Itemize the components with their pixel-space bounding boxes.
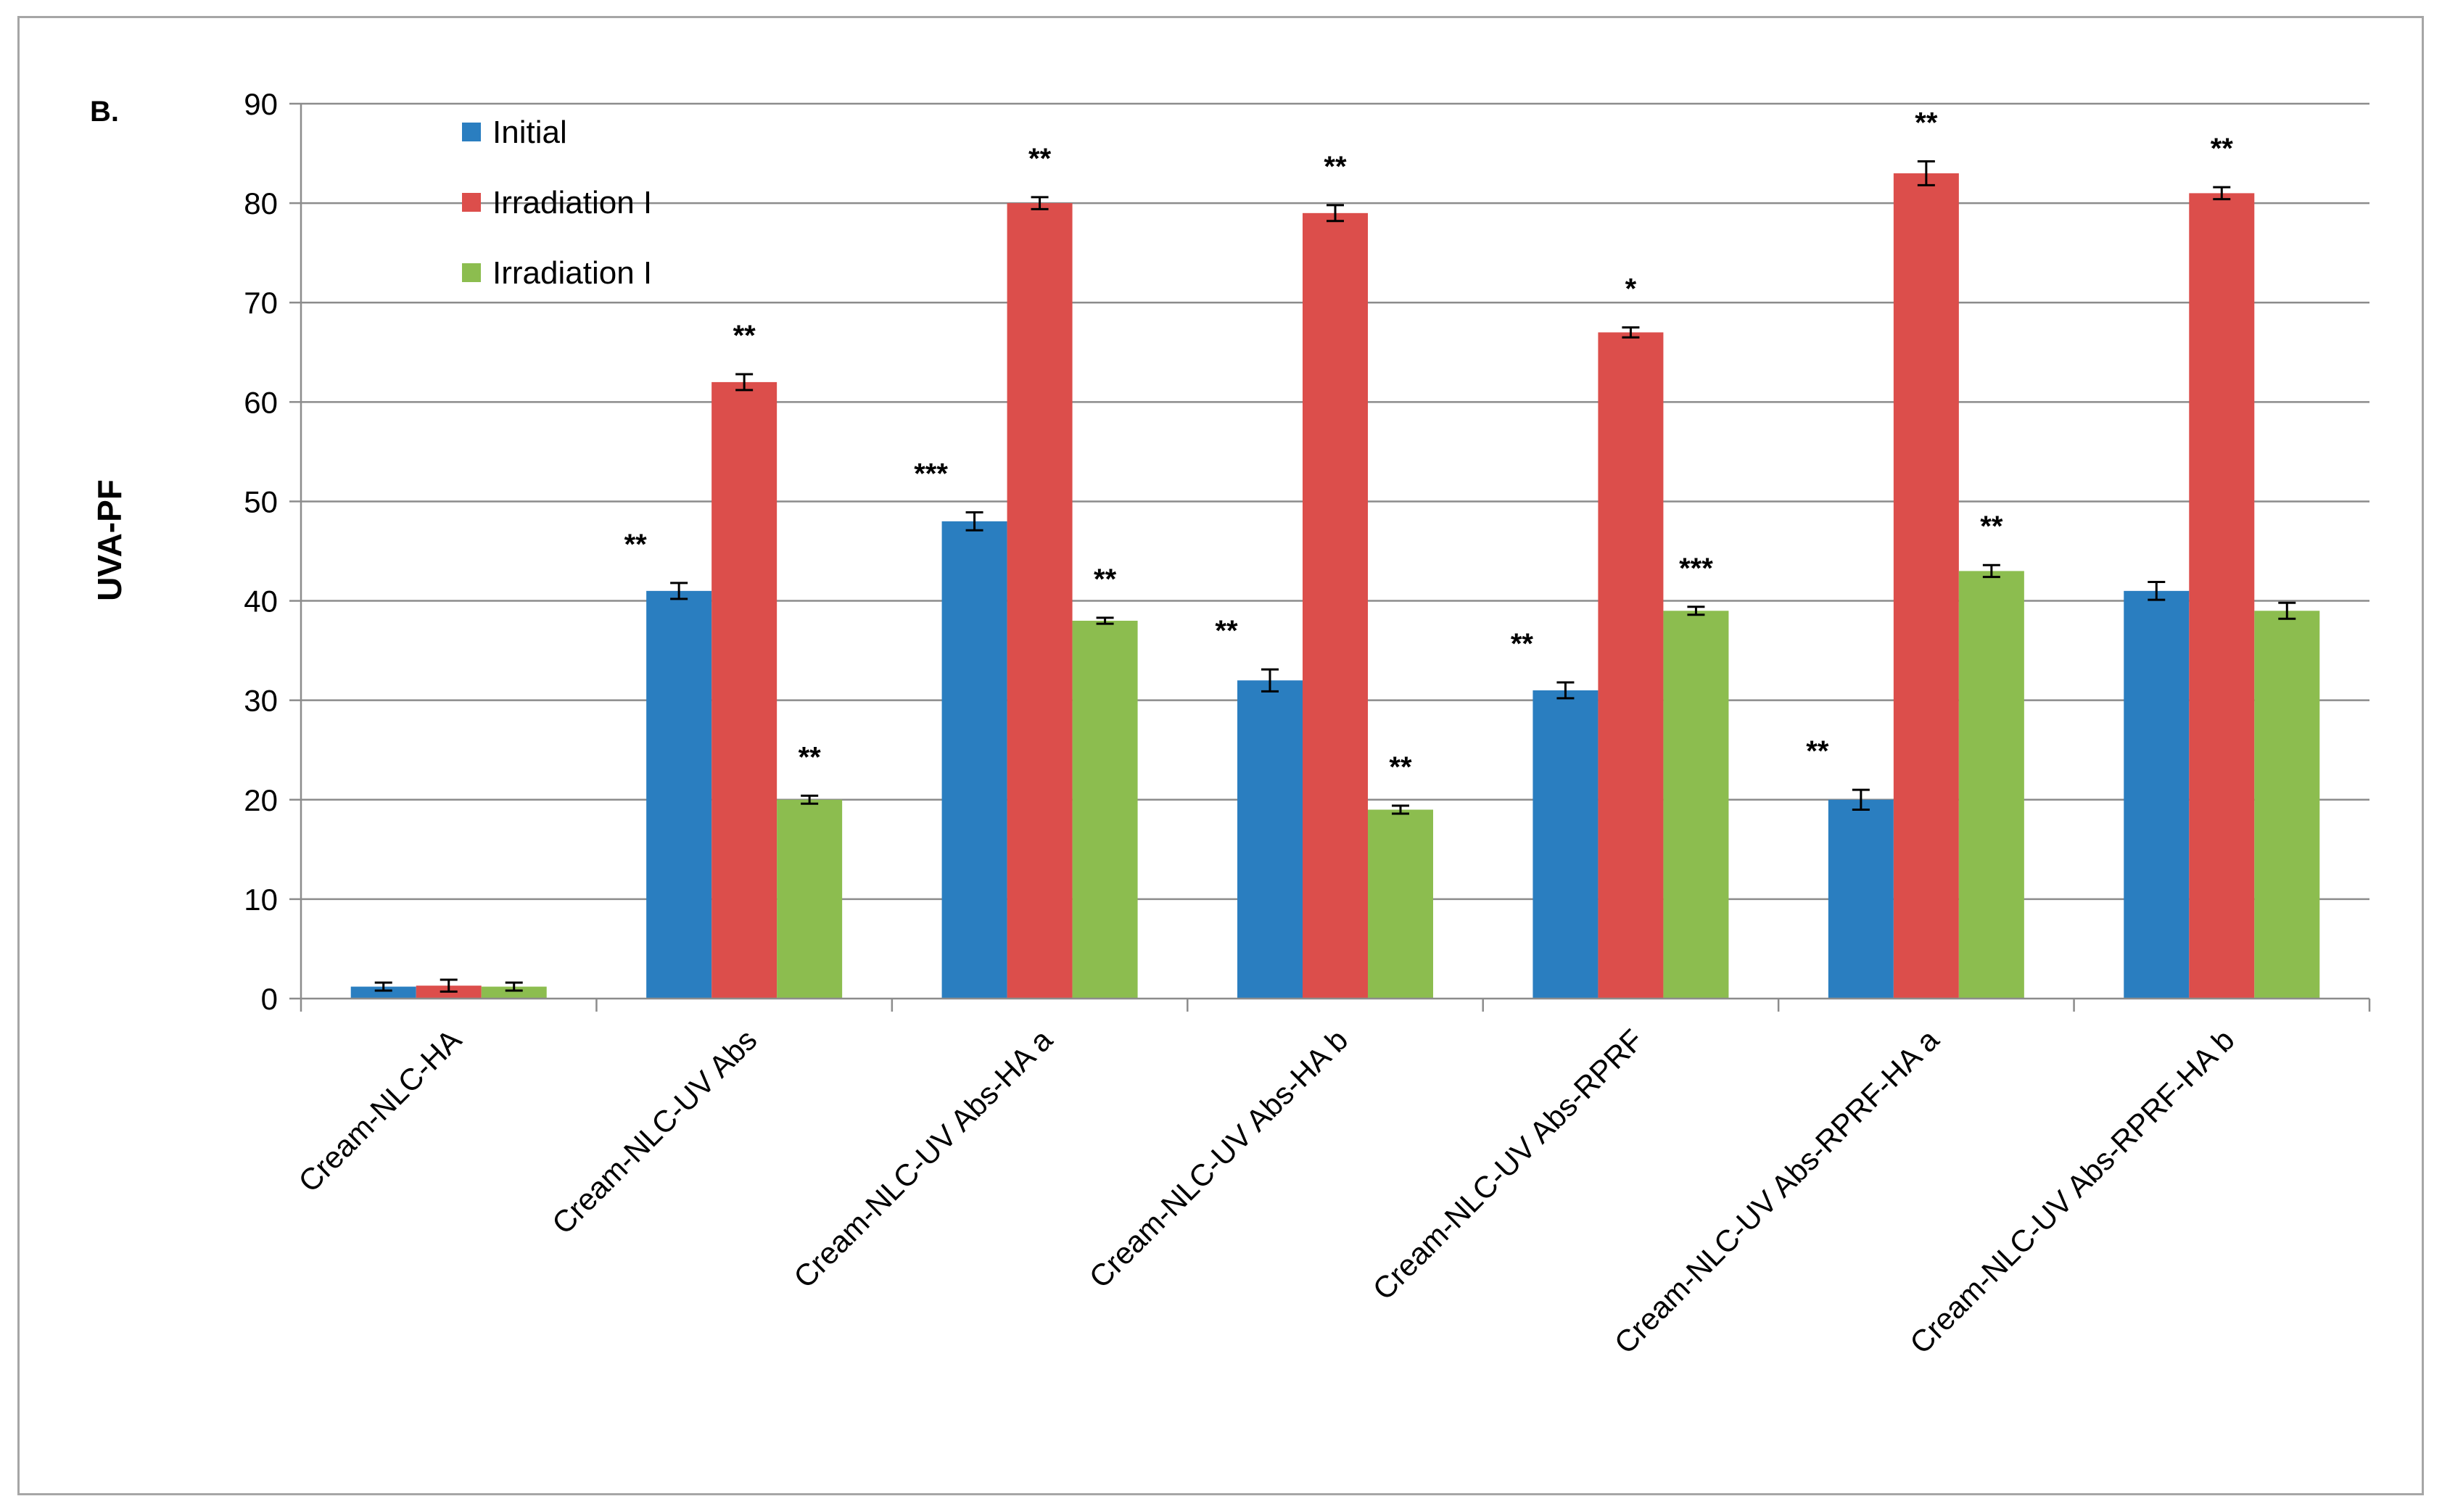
significance-label: ** [1980,511,2003,542]
legend-label-1: Initial [492,115,567,150]
significance-label: ** [1215,615,1238,647]
legend-swatch-2 [462,193,481,212]
bar-2-3 [1007,203,1073,999]
significance-label: ** [1324,151,1347,183]
axes [289,102,2371,1012]
bar-3-2 [777,799,843,999]
bar-3-1 [481,986,547,999]
significance-label: ** [2211,133,2234,165]
bars [350,160,2320,999]
chart-frame: 0 10 20 30 40 50 60 70 80 90 ** *** ** ** ** ** ** ** * ** *… [17,16,2424,1495]
significance-label: ** [624,529,648,561]
significance-label: ** [1806,735,1829,767]
significance-label: *** [914,458,948,490]
y-axis-title: UVA-PF [91,479,128,601]
bar-1-6 [1828,799,1894,999]
legend-swatch-3 [462,263,481,282]
significance-label: ** [1028,143,1052,175]
legend-swatch-1 [462,123,481,141]
category-label: Cream-NLC-HA [292,1023,468,1199]
significance-label: *** [1679,553,1713,584]
significance-label: ** [1511,628,1534,660]
bar-2-7 [2189,193,2255,999]
y-tick-label: 20 [244,783,278,817]
bar-3-3 [1072,620,1138,999]
bar-3-7 [2254,611,2320,999]
significance-label: ** [799,741,822,773]
category-label: Cream-NLC-UV Abs-HA b [1083,1023,1355,1294]
y-tick-label: 40 [244,584,278,619]
category-label: Cream-NLC-UV Abs [545,1023,764,1241]
significance-label: ** [1915,107,1938,139]
significance-label: ** [1094,563,1117,595]
y-tick-label: 10 [244,883,278,917]
significance-label: * [1625,273,1637,305]
category-label: Cream-NLC-UV Abs-HA a [787,1023,1059,1294]
y-tick-label: 70 [244,286,278,320]
bar-3-4 [1368,809,1433,999]
bar-2-4 [1303,212,1368,999]
bar-1-5 [1533,690,1599,999]
category-label: Cream-NLC-UV Abs-RPRF-HA a [1608,1023,1946,1360]
significance-label: ** [1389,751,1412,783]
y-tick-label: 60 [244,385,278,419]
bar-1-7 [2124,590,2190,999]
legend-label-3: Irradiation I [492,255,652,291]
significance-label: ** [733,320,756,352]
y-tick-label: 50 [244,484,278,519]
y-tick-label: 90 [244,87,278,121]
y-tick-label: 0 [261,982,278,1016]
bar-3-6 [1958,571,2024,999]
panel-label: B. [90,96,119,128]
bar-1-3 [941,521,1007,999]
y-tick-label: 80 [244,186,278,220]
bar-2-6 [1893,173,1959,999]
bar-1-2 [646,590,712,999]
y-tick-label: 30 [244,684,278,718]
bar-2-5 [1598,332,1664,999]
bar-1-1 [350,986,416,999]
bar-2-2 [711,381,777,999]
legend-label-2: Irradiation I [492,185,652,220]
category-label: Cream-NLC-UV Abs-RPRF [1366,1023,1649,1306]
bar-3-5 [1663,611,1729,999]
category-label: Cream-NLC-UV Abs-RPRF-HA b [1903,1023,2241,1360]
bar-1-4 [1237,680,1303,999]
legend: Initial Irradiation I Irradiation I [462,115,652,291]
